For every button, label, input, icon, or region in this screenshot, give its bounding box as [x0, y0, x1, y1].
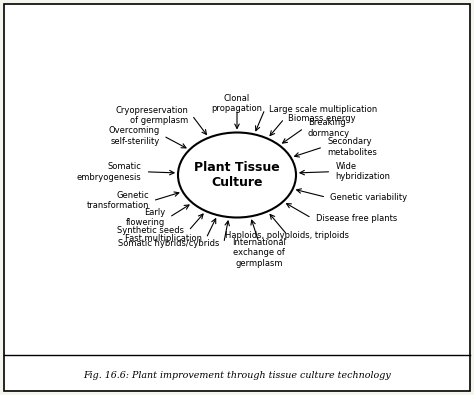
Text: Cryopreservation
of germplasm: Cryopreservation of germplasm	[115, 105, 188, 125]
Text: Plant Tissue
Culture: Plant Tissue Culture	[194, 161, 280, 189]
Text: Overcoming
self-sterility: Overcoming self-sterility	[108, 126, 159, 146]
Text: Genetic
transformation: Genetic transformation	[86, 191, 149, 211]
Text: Fig. 16.6: Plant improvement through tissue culture technology: Fig. 16.6: Plant improvement through tis…	[83, 371, 391, 380]
Text: Breaking
dormancy: Breaking dormancy	[308, 118, 350, 138]
Text: Early
flowering: Early flowering	[126, 208, 165, 227]
Text: Fast multiplication: Fast multiplication	[125, 234, 202, 243]
Text: Genetic variability: Genetic variability	[330, 193, 407, 202]
Text: Disease free plants: Disease free plants	[316, 214, 397, 222]
Ellipse shape	[178, 132, 296, 218]
Text: Clonal
propagation: Clonal propagation	[211, 94, 263, 113]
Text: Secondary
metabolites: Secondary metabolites	[327, 137, 377, 157]
Text: Large scale multiplication: Large scale multiplication	[269, 105, 377, 114]
Text: Synthetic seeds: Synthetic seeds	[118, 226, 184, 235]
Text: Somatic hybrids/cybrids: Somatic hybrids/cybrids	[118, 239, 220, 248]
Text: Wide
hybridization: Wide hybridization	[335, 162, 390, 181]
Text: Biomass energy: Biomass energy	[288, 114, 356, 123]
Text: Somatic
embryogenesis: Somatic embryogenesis	[77, 162, 142, 182]
Text: Haploids, polyploids, triploids: Haploids, polyploids, triploids	[225, 231, 349, 240]
Text: International
exchange of
germplasm: International exchange of germplasm	[232, 238, 286, 268]
